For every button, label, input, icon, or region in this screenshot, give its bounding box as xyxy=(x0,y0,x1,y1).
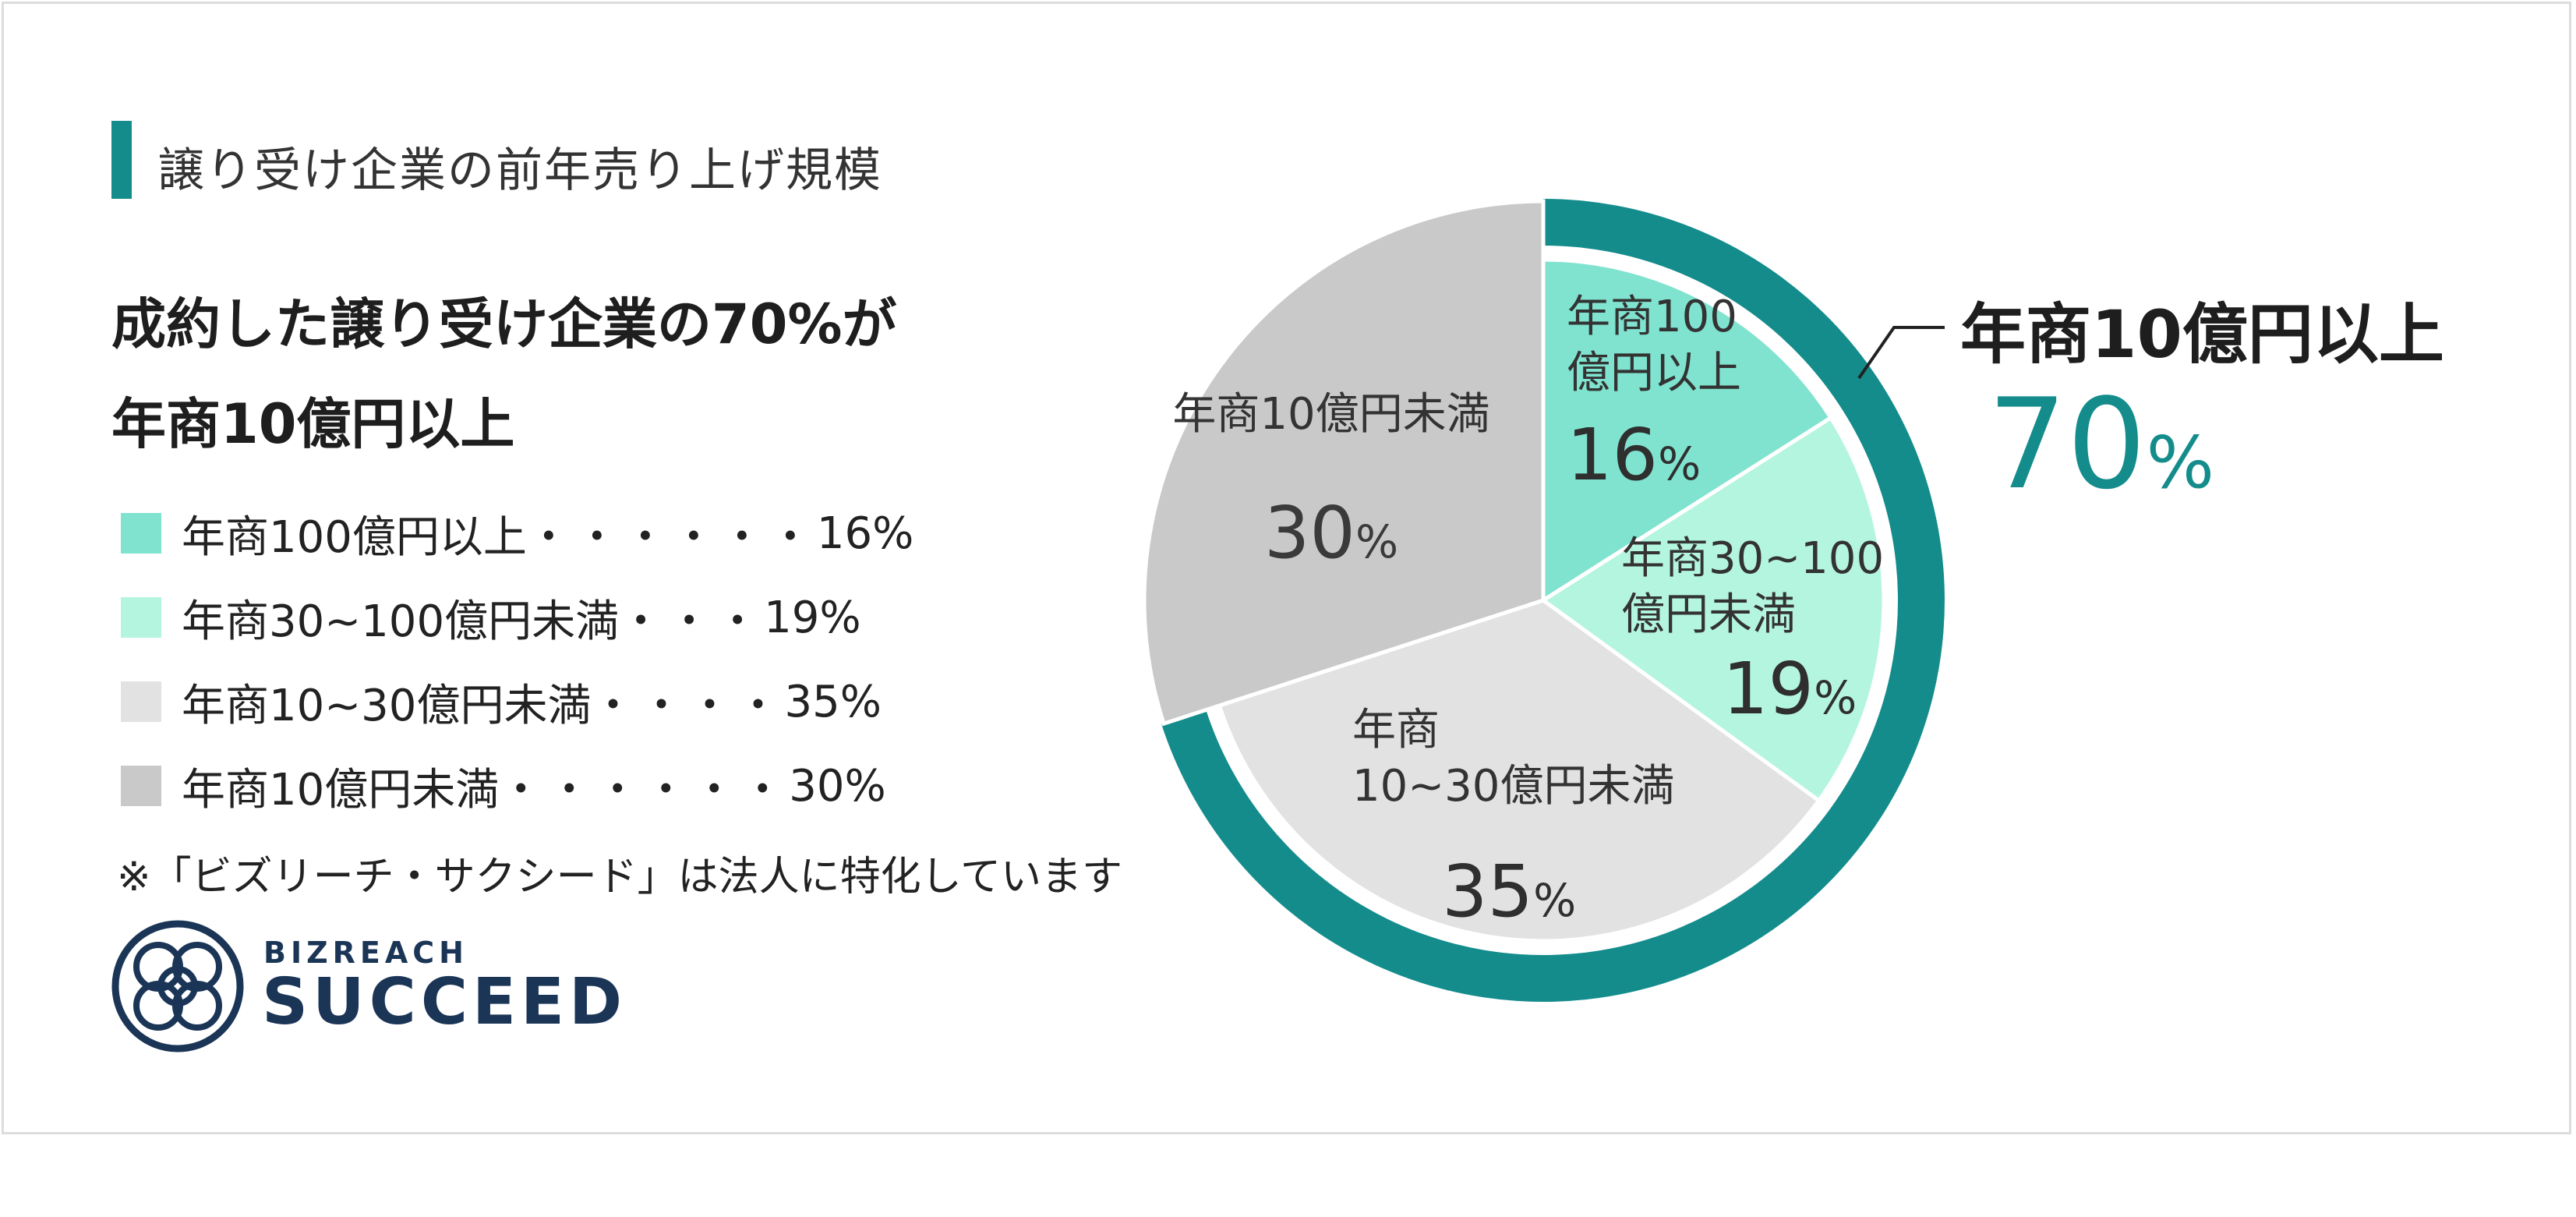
legend-swatch xyxy=(121,681,161,722)
slice-label: 年商 xyxy=(1352,705,1440,755)
legend-swatch xyxy=(121,766,161,806)
slice-label: 億円以上 xyxy=(1567,348,1741,398)
slice-label: 年商30~100 xyxy=(1621,533,1884,584)
title-accent-bar xyxy=(111,121,132,199)
legend-item: 年商30~100億円未満 ・・・ 19% xyxy=(121,575,913,660)
slice-value: 16% xyxy=(1567,413,1701,497)
legend-item: 年商10億円未満 ・・・・・・ 30% xyxy=(121,744,913,828)
legend-label: 年商10~30億円未満 xyxy=(182,680,592,731)
legend-item: 年商10~30億円未満 ・・・・ 35% xyxy=(121,660,913,744)
pie-slice xyxy=(1142,199,1546,727)
interlocking-knot-icon xyxy=(111,920,244,1052)
legend-dots: ・・・ xyxy=(619,596,765,647)
callout-leader-line xyxy=(1857,326,1945,380)
callout-value: 70% xyxy=(1988,382,2214,507)
legend-swatch xyxy=(121,597,161,638)
callout-label: 年商10億円以上 xyxy=(1960,296,2444,373)
legend-swatch xyxy=(121,513,161,554)
logo-wordmark-small: BIZREACH xyxy=(263,936,468,970)
legend-value: 35% xyxy=(784,676,882,727)
legend-value: 16% xyxy=(816,508,914,559)
legend-dots: ・・・・・・ xyxy=(526,511,817,563)
brand-logo: BIZREACH SUCCEED xyxy=(111,920,622,1056)
callout-number: 70 xyxy=(1988,371,2147,517)
legend-dots: ・・・・・・ xyxy=(499,764,790,815)
callout-unit: % xyxy=(2146,421,2215,504)
section-title: 譲り受け企業の前年売り上げ規模 xyxy=(157,143,882,198)
pie-slice xyxy=(1541,257,1834,604)
slice-label: 年商100 xyxy=(1567,292,1737,342)
slice-label: 億円未満 xyxy=(1621,589,1796,640)
pie-slice xyxy=(1539,415,1886,804)
legend-label: 年商100億円以上 xyxy=(182,511,527,563)
headline-line-1: 成約した譲り受け企業の70%が xyxy=(111,292,897,356)
legend: 年商100億円以上 ・・・・・・ 16% 年商30~100億円未満 ・・・ 19… xyxy=(121,491,913,828)
legend-label: 年商10億円未満 xyxy=(182,764,500,815)
legend-label: 年商30~100億円未満 xyxy=(182,596,620,647)
slice-value: 30% xyxy=(1264,491,1398,575)
footnote: ※「ビズリーチ・サクシード」は法人に特化しています xyxy=(117,854,1123,900)
legend-value: 19% xyxy=(764,592,861,643)
slice-label: 10~30億円未満 xyxy=(1352,761,1674,812)
logo-wordmark: SUCCEED xyxy=(262,965,627,1039)
pie-slice xyxy=(1217,598,1822,943)
headline-line-2: 年商10億円以上 xyxy=(111,392,515,456)
legend-item: 年商100億円以上 ・・・・・・ 16% xyxy=(121,491,913,575)
legend-dots: ・・・・ xyxy=(591,680,785,731)
slice-label: 年商10億円未満 xyxy=(1172,389,1489,440)
legend-value: 30% xyxy=(789,760,886,812)
